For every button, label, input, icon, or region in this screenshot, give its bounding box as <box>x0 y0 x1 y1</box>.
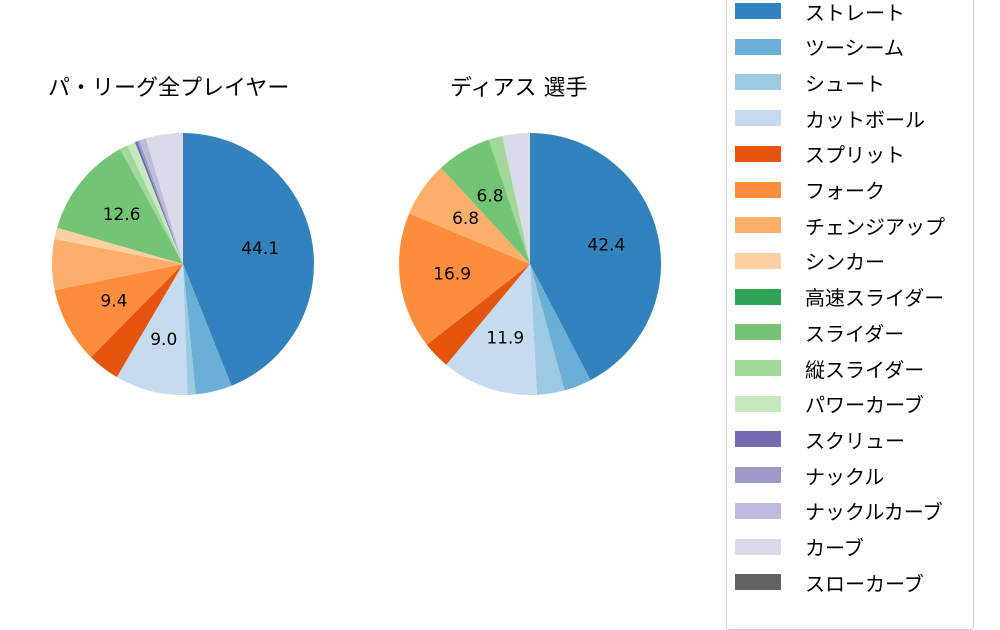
legend-swatch <box>735 181 781 198</box>
pie-player: 42.4 11.9 16.9 6.8 6.8 <box>399 133 661 395</box>
legend-swatch <box>735 288 781 305</box>
legend-item: カーブ <box>735 536 864 560</box>
pie-slice <box>116 264 188 395</box>
legend-item: ナックル <box>735 464 884 489</box>
legend-item: スプリット <box>735 143 905 167</box>
pie-slice <box>54 264 183 358</box>
pie-data-label: 6.8 <box>452 209 479 229</box>
legend-swatch <box>735 145 781 162</box>
pie-charts: 44.1 9.0 9.4 12.6 42.4 11.9 16.9 6.8 6.8 <box>52 133 661 395</box>
legend-label: ツーシーム <box>805 36 904 61</box>
legend-item: パワーカーブ <box>735 393 924 417</box>
pie-data-label: 44.1 <box>241 239 279 259</box>
legend-label: シュート <box>805 71 885 96</box>
pie-slice <box>530 133 661 381</box>
pie-slice <box>183 264 196 395</box>
pie-slice <box>530 264 591 391</box>
legend-label: カットボール <box>805 107 925 132</box>
legend-label: シンカー <box>805 250 885 275</box>
legend-swatch <box>735 252 781 269</box>
legend-label: ナックルカーブ <box>805 500 943 525</box>
pie-data-label: 16.9 <box>433 264 471 284</box>
legend: ストレートツーシームシュートカットボール スプリットフォークチェンジアップ シンカー… <box>726 0 974 630</box>
pie-slice <box>145 133 183 264</box>
pie-data-label: 12.6 <box>103 205 141 225</box>
legend-swatch <box>735 38 781 55</box>
pie-slice <box>120 145 183 264</box>
legend-label: 縦スライダー <box>805 357 925 382</box>
legend-swatch <box>735 431 781 448</box>
pie-slice <box>409 167 530 264</box>
chart-title-player: ディアス 選手 <box>450 76 588 101</box>
legend-swatch <box>735 3 781 19</box>
legend-item: シュート <box>735 71 885 96</box>
pie-slice <box>446 264 537 395</box>
pie-slice <box>52 238 184 291</box>
legend-swatch <box>735 324 781 341</box>
legend-label: スライダー <box>805 321 905 346</box>
legend-item: ツーシーム <box>735 36 904 60</box>
legend-label: チェンジアップ <box>805 214 945 239</box>
chart-title-league: パ・リーグ全プレイヤー <box>48 76 290 101</box>
legend-swatch <box>735 395 781 412</box>
pie-slice <box>139 138 183 264</box>
legend-label: スプリット <box>805 143 905 168</box>
legend-swatch <box>735 360 781 376</box>
pie-slice <box>127 142 183 264</box>
legend-swatch <box>735 110 781 127</box>
legend-item: シンカー <box>735 250 885 274</box>
pie-data-label: 9.4 <box>100 291 127 311</box>
legend-item: スクリュー <box>735 428 905 453</box>
legend-swatch <box>735 74 781 91</box>
legend-label: カーブ <box>805 536 864 560</box>
legend-swatch <box>735 574 781 591</box>
pie-slice <box>137 140 183 264</box>
pie-slice <box>426 264 530 365</box>
legend-label: ストレート <box>805 0 905 25</box>
pie-data-label: 42.4 <box>587 235 625 255</box>
pie-slice <box>530 264 565 395</box>
legend-swatch <box>735 217 781 234</box>
pie-slice <box>399 213 530 345</box>
legend-label: パワーカーブ <box>805 393 924 418</box>
legend-swatch <box>735 538 781 555</box>
pie-slice <box>57 149 183 264</box>
legend-item: カットボール <box>735 107 925 132</box>
pie-slice <box>502 133 530 264</box>
pie-slice <box>183 264 232 395</box>
legend-label: フォーク <box>805 179 885 203</box>
legend-item: チェンジアップ <box>735 214 945 239</box>
pie-slice <box>440 139 530 264</box>
pie-slice <box>90 264 183 378</box>
legend-item: フォーク <box>735 179 885 203</box>
legend-swatch <box>735 502 781 519</box>
legend-label: ナックル <box>805 464 885 489</box>
pie-league: 44.1 9.0 9.4 12.6 <box>52 133 314 395</box>
legend-label: スクリュー <box>805 428 905 453</box>
pie-data-label: 6.8 <box>477 186 504 206</box>
pie-slice <box>134 141 183 264</box>
legend-item: ストレート <box>735 0 905 25</box>
legend-label: スローカーブ <box>805 571 924 596</box>
legend-item: 縦スライダー <box>735 357 924 382</box>
legend-item: スローカーブ <box>735 571 924 596</box>
legend-swatch <box>735 467 781 484</box>
pie-data-label: 11.9 <box>486 329 524 349</box>
legend-label: 高速スライダー <box>805 286 945 311</box>
pie-slice <box>488 135 530 264</box>
pie-data-label: 9.0 <box>150 330 177 350</box>
legend-item: ナックルカーブ <box>735 500 943 524</box>
chart-figure: パ・リーグ全プレイヤー ディアス 選手 44.1 9.0 9.4 12.6 42.4 11… <box>48 0 974 630</box>
pie-slice <box>54 227 183 264</box>
pie-slice <box>183 133 314 386</box>
legend-item: スライダー <box>735 321 904 346</box>
legend-item: 高速スライダー <box>735 286 944 310</box>
